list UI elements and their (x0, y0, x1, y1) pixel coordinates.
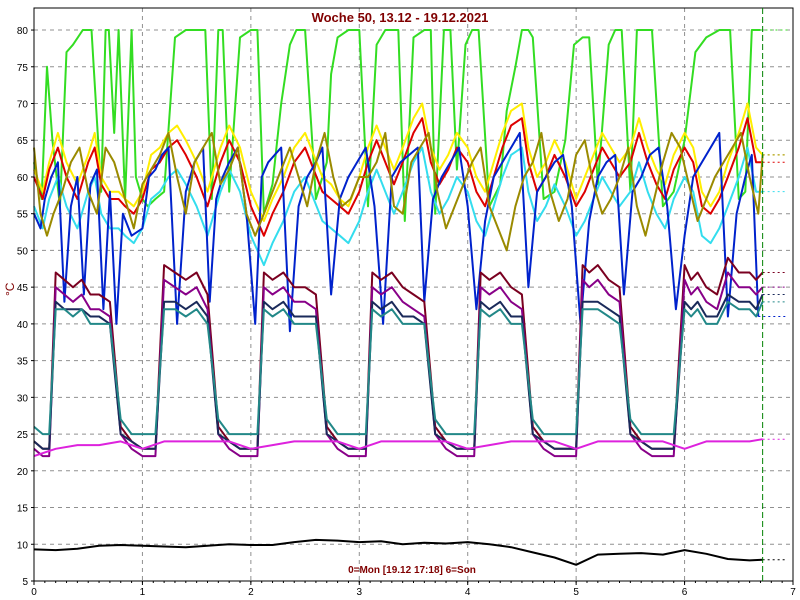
y-tick-label: 50 (17, 246, 29, 257)
y-tick-label: 20 (17, 467, 29, 478)
series-line-4 (33, 146, 763, 267)
x-tick-label: 5 (573, 587, 579, 598)
x-tick-label: 7 (790, 587, 796, 598)
series-line-11 (33, 438, 763, 458)
y-tick-label: 55 (17, 210, 29, 221)
x-tick-label: 6 (682, 587, 688, 598)
series-line-8 (33, 271, 764, 458)
y-tick-label: 40 (17, 320, 29, 331)
x-tick-label: 4 (465, 587, 471, 598)
series-line-1 (33, 29, 761, 222)
y-tick-label: 35 (17, 357, 29, 368)
x-tick-label: 3 (357, 587, 363, 598)
y-tick-label: 45 (17, 283, 29, 294)
series-line-7 (33, 256, 764, 450)
series-line-5 (33, 131, 760, 333)
y-axis-label: °C (3, 282, 17, 296)
y-tick-label: 60 (17, 173, 29, 184)
series-line-2 (33, 102, 764, 222)
y-tick-label: 65 (17, 136, 29, 147)
chart-title: Woche 50, 13.12 - 19.12.2021 (312, 10, 489, 25)
y-tick-label: 75 (17, 63, 29, 74)
grid-layer (34, 8, 793, 581)
y-tick-label: 30 (17, 393, 29, 404)
y-tick-label: 15 (17, 504, 29, 515)
series-line-6 (33, 131, 764, 252)
y-tick-label: 5 (22, 577, 28, 588)
y-tick-label: 25 (17, 430, 29, 441)
x-tick-label: 0 (31, 587, 37, 598)
y-tick-label: 10 (17, 540, 29, 551)
series-layer (33, 29, 788, 566)
series-line-10 (33, 300, 764, 436)
series-line-12 (33, 538, 763, 566)
y-tick-label: 70 (17, 100, 29, 111)
series-line-9 (33, 293, 764, 450)
y-tick-label: 80 (17, 26, 29, 37)
x-axis-label: 0=Mon [19.12 17:18] 6=Son (348, 565, 476, 576)
x-tick-label: 2 (248, 587, 254, 598)
x-tick-label: 1 (140, 587, 146, 598)
